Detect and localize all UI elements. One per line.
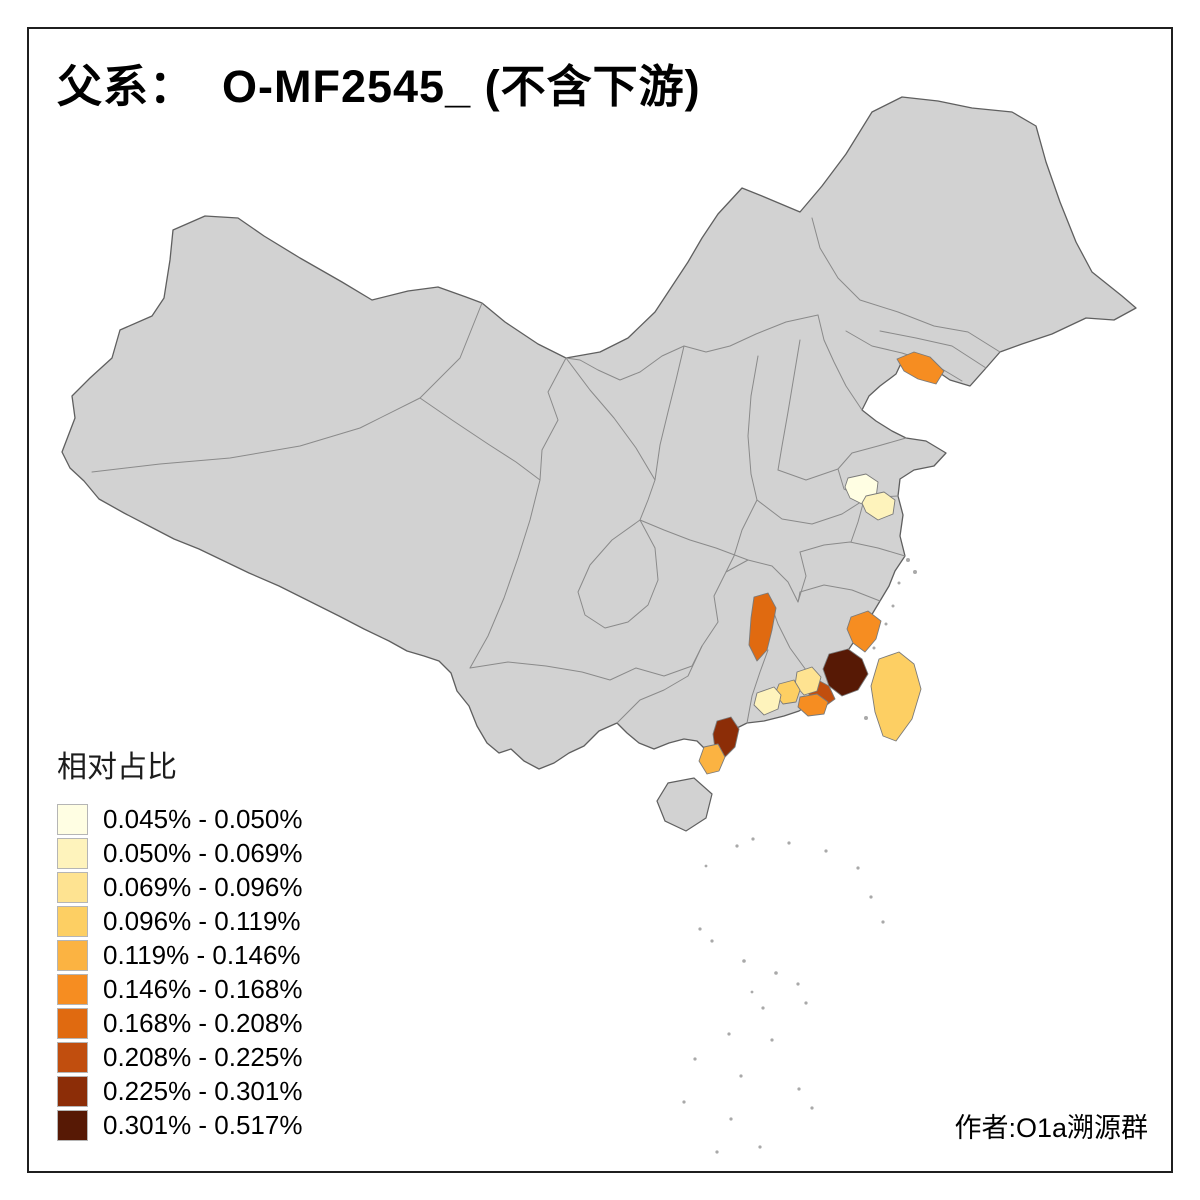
page-title: 父系： O-MF2545_ (不含下游) — [57, 61, 701, 112]
map-region — [698, 743, 726, 775]
legend-item: 0.069% - 0.096% — [57, 870, 302, 904]
legend-item: 0.168% - 0.208% — [57, 1006, 302, 1040]
legend-item: 0.050% - 0.069% — [57, 836, 302, 870]
legend-label: 0.096% - 0.119% — [103, 905, 301, 936]
legend-swatch — [57, 1109, 88, 1141]
legend-swatch — [57, 871, 88, 903]
legend-swatch — [57, 837, 88, 869]
legend-item: 0.146% - 0.168% — [57, 972, 302, 1006]
legend-label: 0.301% - 0.517% — [103, 1109, 303, 1140]
legend-label: 0.045% - 0.050% — [103, 803, 303, 834]
hainan-island — [656, 777, 713, 832]
south-china-sea-islets — [682, 837, 885, 1154]
map-region — [870, 651, 922, 742]
highlighted-regions — [698, 351, 945, 775]
legend-swatch — [57, 973, 88, 1005]
legend-swatch — [57, 1007, 88, 1039]
legend-label: 0.069% - 0.096% — [103, 871, 303, 902]
legend-swatch — [57, 905, 88, 937]
legend-label: 0.050% - 0.069% — [103, 837, 303, 868]
legend-label: 0.168% - 0.208% — [103, 1007, 303, 1038]
author-credit: 作者:O1a溯源群 — [954, 1113, 1148, 1143]
china-mainland — [61, 96, 1137, 770]
map-region — [822, 648, 869, 697]
legend-item: 0.119% - 0.146% — [57, 938, 302, 972]
map-region — [797, 693, 829, 717]
legend-label: 0.225% - 0.301% — [103, 1075, 303, 1106]
map-region — [861, 491, 896, 521]
map-region — [846, 610, 882, 653]
legend-label: 0.146% - 0.168% — [103, 973, 303, 1004]
legend-label: 0.119% - 0.146% — [103, 939, 301, 970]
legend-item: 0.225% - 0.301% — [57, 1074, 302, 1108]
province-borders — [91, 217, 1001, 724]
legend-title: 相对占比 — [57, 751, 177, 784]
map-region — [896, 351, 945, 385]
legend-swatch — [57, 939, 88, 971]
legend-item: 0.045% - 0.050% — [57, 802, 302, 836]
legend: 相对占比 0.045% - 0.050% 0.050% - 0.069% 0.069… — [57, 742, 302, 1142]
coastal-islets — [864, 558, 917, 720]
legend-item: 0.208% - 0.225% — [57, 1040, 302, 1074]
legend-swatch — [57, 1075, 88, 1107]
legend-label: 0.208% - 0.225% — [103, 1041, 303, 1072]
legend-item: 0.096% - 0.119% — [57, 904, 302, 938]
legend-item: 0.301% - 0.517% — [57, 1108, 302, 1142]
legend-swatch — [57, 803, 88, 835]
map-region — [748, 592, 777, 662]
map-region — [753, 686, 782, 716]
legend-items: 0.045% - 0.050% 0.050% - 0.069% 0.069% - 0… — [57, 802, 302, 1142]
legend-swatch — [57, 1041, 88, 1073]
